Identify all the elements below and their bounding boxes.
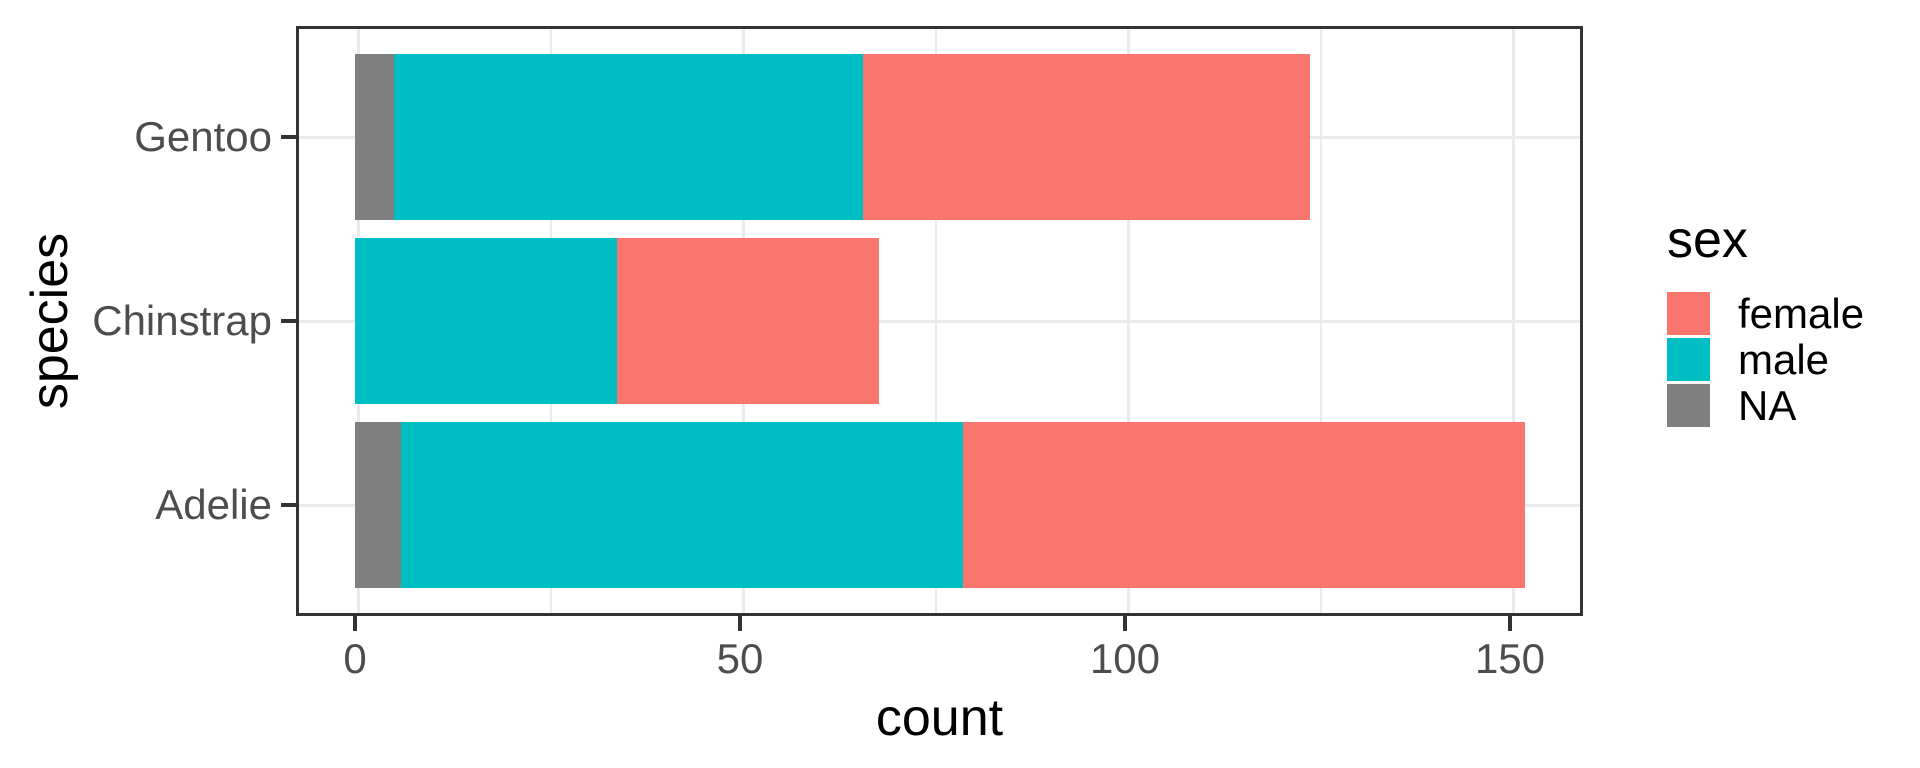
x-tick-label: 100 [1089,635,1161,682]
legend-label: NA [1738,382,1797,429]
bar-segment-female [616,238,879,404]
legend-entry-female: female [1667,292,1907,335]
bar-segment-male [355,238,617,404]
y-tick-label: Gentoo [134,113,272,160]
bar-segment-female [963,422,1526,588]
legend-entry-na: NA [1667,384,1907,427]
x-tick-label: 50 [716,635,764,682]
plot-panel [296,26,1583,616]
legend-title: sex [1667,211,1748,269]
x-tick [738,616,742,631]
bar-segment-female [863,54,1310,220]
y-tick [281,503,296,507]
y-tick-label: Chinstrap [92,297,272,344]
legend-label: male [1738,336,1830,383]
x-tick [1123,616,1127,631]
legend-key-female [1667,292,1710,335]
x-tick [1508,616,1512,631]
x-tick-label: 150 [1474,635,1546,682]
bar-row-adelie [355,422,1526,588]
x-tick-label: 0 [343,635,367,682]
x-tick [353,616,357,631]
bar-row-gentoo [355,54,1310,220]
legend: sex female male NA [1667,210,1907,430]
bar-segment-male [401,422,964,588]
y-tick [281,135,296,139]
bar-segment-na [355,422,402,588]
legend-entries: female male NA [1667,292,1907,427]
y-tick [281,319,296,323]
y-tick-label: Adelie [155,481,272,528]
legend-entry-male: male [1667,338,1907,381]
bar-segment-na [355,54,394,220]
gridline-major-y [299,319,1580,323]
legend-label: female [1738,290,1865,337]
legend-key-na [1667,384,1710,427]
legend-key-male [1667,338,1710,381]
x-axis-title: count [875,689,1004,747]
bar-row-chinstrap [355,238,879,404]
bar-segment-male [393,54,864,220]
y-axis-title: species [21,232,79,410]
